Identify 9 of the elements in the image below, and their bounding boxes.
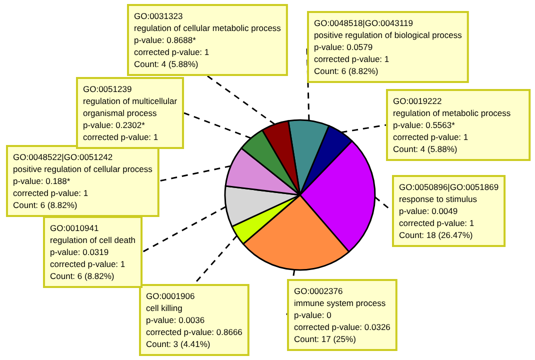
- slice-label: GO:0010941 regulation of cell death p-value: 0.0319 corrected p-value: 1 Count: 6 (8.82%): [50, 223, 136, 281]
- slice-label: GO:0051239 regulation of multicellular organismal process p-value: 0.2302* corrected p-value: 1: [83, 84, 178, 142]
- slice-label: GO:0050896|GO:0051869 response to stimulus p-value: 0.0049 corrected p-value: 1 Count: 18 (26.47%): [399, 182, 499, 240]
- slice-label: GO:0001906 cell killing p-value: 0.0036 corrected p-value: 0.8666 Count: 3 (4.41%): [146, 291, 243, 349]
- slice-label: GO:0031323 regulation of cellular metabolic process p-value: 0.8688* corrected p-value: 1 Count: 4 (5.88%): [134, 11, 281, 69]
- slice-label: GO:0048522|GO:0051242 positive regulation of cellular process p-value: 0.188* corrected p-value: 1 Count: 6 (8.82%): [13, 152, 152, 210]
- slice-label: GO:0002376 immune system process p-value: 0 corrected p-value: 0.0326 Count: 17 (25%): [294, 286, 391, 344]
- slice-label: GO:0048518|GO:0043119 positive regulation of biological process p-value: 0.0579 corrected p-value: 1 Count: 6 (8.82%): [314, 18, 462, 76]
- slice-label: GO:0019222 regulation of metabolic process p-value: 0.5563* corrected p-value: 1 Count: 4 (5.88%): [393, 96, 511, 154]
